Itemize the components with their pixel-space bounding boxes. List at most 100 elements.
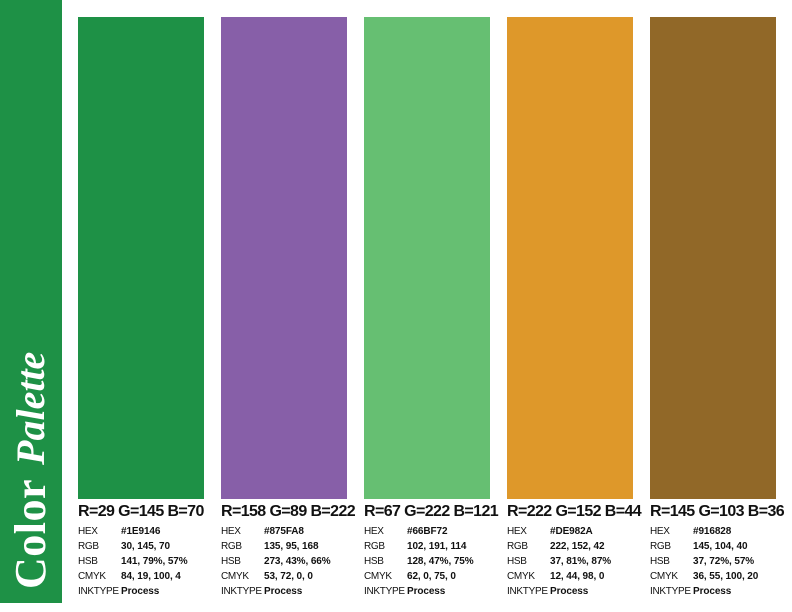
color-swatch	[78, 17, 204, 499]
swatch-title: R=158 G=89 B=222	[221, 503, 356, 520]
spec-value: #875FA8	[264, 526, 304, 537]
swatch-specs: HEX #66BF72 RGB 102, 191, 114 HSB 128, 4…	[364, 524, 490, 599]
spec-row-rgb: RGB 135, 95, 168	[221, 539, 347, 554]
color-swatch	[507, 17, 633, 499]
spec-value: Process	[550, 586, 589, 597]
spec-label: RGB	[650, 541, 671, 552]
swatch-title: R=29 G=145 B=70	[78, 503, 204, 520]
swatch-column-4: R=222 G=152 B=44 HEX #DE982A RGB 222, 15…	[507, 17, 642, 599]
spec-row-inktype: INKTYPE Process	[78, 584, 204, 599]
spec-value: #916828	[693, 526, 732, 537]
spec-row-cmyk: CMYK 36, 55, 100, 20	[650, 569, 776, 584]
spec-value: Process	[693, 586, 732, 597]
spec-row-hsb: HSB 141, 79%, 57%	[78, 554, 204, 569]
color-swatch	[221, 17, 347, 499]
swatch-column-3: R=67 G=222 B=121 HEX #66BF72 RGB 102, 19…	[364, 17, 499, 599]
spec-row-hex: HEX #875FA8	[221, 524, 347, 539]
spec-row-hex: HEX #1E9146	[78, 524, 204, 539]
spec-row-hsb: HSB 37, 72%, 57%	[650, 554, 776, 569]
color-swatch	[364, 17, 490, 499]
sidebar-title-word-palette: Palette	[8, 351, 53, 465]
spec-label: CMYK	[507, 571, 535, 582]
spec-row-rgb: RGB 102, 191, 114	[364, 539, 490, 554]
spec-row-hex: HEX #66BF72	[364, 524, 490, 539]
swatch-specs: HEX #916828 RGB 145, 104, 40 HSB 37, 72%…	[650, 524, 776, 599]
spec-label: INKTYPE	[221, 586, 262, 597]
spec-value: 53, 72, 0, 0	[264, 571, 313, 582]
spec-label: RGB	[364, 541, 385, 552]
spec-row-hsb: HSB 37, 81%, 87%	[507, 554, 633, 569]
spec-label: INKTYPE	[78, 586, 119, 597]
spec-label: CMYK	[78, 571, 106, 582]
spec-label: HEX	[364, 526, 384, 537]
spec-label: HSB	[78, 556, 98, 567]
spec-row-inktype: INKTYPE Process	[364, 584, 490, 599]
spec-row-inktype: INKTYPE Process	[507, 584, 633, 599]
spec-row-cmyk: CMYK 53, 72, 0, 0	[221, 569, 347, 584]
spec-value: 141, 79%, 57%	[121, 556, 188, 567]
spec-row-rgb: RGB 222, 152, 42	[507, 539, 633, 554]
spec-value: 12, 44, 98, 0	[550, 571, 605, 582]
swatch-column-2: R=158 G=89 B=222 HEX #875FA8 RGB 135, 95…	[221, 17, 356, 599]
swatch-columns: R=29 G=145 B=70 HEX #1E9146 RGB 30, 145,…	[78, 17, 785, 599]
swatch-column-5: R=145 G=103 B=36 HEX #916828 RGB 145, 10…	[650, 17, 785, 599]
spec-value: 37, 72%, 57%	[693, 556, 755, 567]
spec-value: 128, 47%, 75%	[407, 556, 474, 567]
spec-label: INKTYPE	[507, 586, 548, 597]
spec-row-rgb: RGB 145, 104, 40	[650, 539, 776, 554]
spec-row-rgb: RGB 30, 145, 70	[78, 539, 204, 554]
spec-value: 30, 145, 70	[121, 541, 170, 552]
sidebar: Color Palette	[0, 0, 62, 603]
spec-value: 222, 152, 42	[550, 541, 605, 552]
spec-label: HSB	[221, 556, 241, 567]
spec-value: 36, 55, 100, 20	[693, 571, 759, 582]
swatch-specs: HEX #DE982A RGB 222, 152, 42 HSB 37, 81%…	[507, 524, 633, 599]
spec-label: HSB	[507, 556, 527, 567]
spec-label: HEX	[78, 526, 98, 537]
spec-label: HSB	[650, 556, 670, 567]
spec-label: INKTYPE	[364, 586, 405, 597]
spec-row-hex: HEX #916828	[650, 524, 776, 539]
spec-label: INKTYPE	[650, 586, 691, 597]
spec-label: HSB	[364, 556, 384, 567]
swatch-specs: HEX #875FA8 RGB 135, 95, 168 HSB 273, 43…	[221, 524, 347, 599]
spec-value: Process	[407, 586, 446, 597]
spec-label: RGB	[507, 541, 528, 552]
spec-label: HEX	[507, 526, 527, 537]
spec-value: Process	[121, 586, 160, 597]
spec-value: 84, 19, 100, 4	[121, 571, 181, 582]
swatch-title: R=222 G=152 B=44	[507, 503, 642, 520]
color-swatch	[650, 17, 776, 499]
spec-label: CMYK	[650, 571, 678, 582]
spec-row-hsb: HSB 273, 43%, 66%	[221, 554, 347, 569]
spec-value: #DE982A	[550, 526, 593, 537]
spec-row-cmyk: CMYK 12, 44, 98, 0	[507, 569, 633, 584]
spec-label: CMYK	[364, 571, 392, 582]
spec-value: 62, 0, 75, 0	[407, 571, 456, 582]
swatch-title: R=145 G=103 B=36	[650, 503, 785, 520]
spec-label: RGB	[78, 541, 99, 552]
swatch-title: R=67 G=222 B=121	[364, 503, 499, 520]
spec-value: 145, 104, 40	[693, 541, 748, 552]
spec-row-inktype: INKTYPE Process	[221, 584, 347, 599]
spec-row-cmyk: CMYK 62, 0, 75, 0	[364, 569, 490, 584]
sidebar-title-word-color: Color	[6, 478, 55, 589]
swatch-specs: HEX #1E9146 RGB 30, 145, 70 HSB 141, 79%…	[78, 524, 204, 599]
spec-label: CMYK	[221, 571, 249, 582]
spec-row-hex: HEX #DE982A	[507, 524, 633, 539]
sidebar-title: Color Palette	[0, 0, 62, 603]
spec-value: 102, 191, 114	[407, 541, 467, 552]
spec-row-inktype: INKTYPE Process	[650, 584, 776, 599]
spec-value: #1E9146	[121, 526, 161, 537]
spec-label: HEX	[221, 526, 241, 537]
spec-value: Process	[264, 586, 303, 597]
spec-value: 273, 43%, 66%	[264, 556, 331, 567]
spec-label: HEX	[650, 526, 670, 537]
spec-value: #66BF72	[407, 526, 448, 537]
spec-value: 135, 95, 168	[264, 541, 319, 552]
spec-value: 37, 81%, 87%	[550, 556, 612, 567]
spec-row-cmyk: CMYK 84, 19, 100, 4	[78, 569, 204, 584]
swatch-column-1: R=29 G=145 B=70 HEX #1E9146 RGB 30, 145,…	[78, 17, 204, 599]
spec-label: RGB	[221, 541, 242, 552]
